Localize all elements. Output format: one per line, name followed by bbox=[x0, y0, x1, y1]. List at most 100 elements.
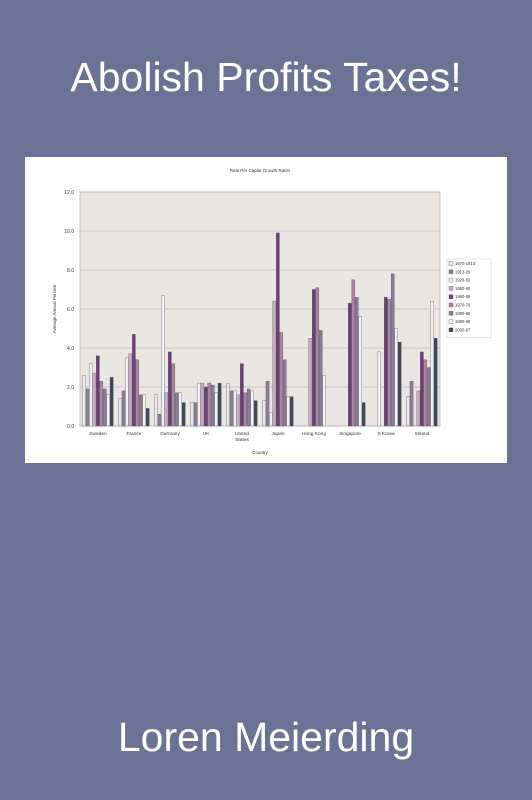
bar bbox=[178, 392, 182, 427]
bar bbox=[318, 330, 323, 427]
bar bbox=[358, 316, 362, 427]
bar bbox=[82, 375, 86, 427]
legend-swatch bbox=[448, 286, 454, 291]
bar bbox=[99, 380, 104, 427]
bar bbox=[397, 341, 402, 427]
bar bbox=[426, 367, 431, 427]
bar bbox=[132, 334, 136, 427]
bar bbox=[181, 402, 186, 427]
chart-title: Real Per Capita Growth Rates bbox=[230, 168, 291, 173]
x-tick-label: Japan bbox=[271, 431, 284, 437]
bar bbox=[135, 359, 140, 427]
bar bbox=[384, 297, 388, 427]
bar bbox=[351, 279, 356, 427]
bar bbox=[322, 375, 326, 427]
legend-swatch bbox=[448, 319, 454, 324]
bar bbox=[145, 408, 150, 427]
legend-label: 1970-79 bbox=[455, 303, 471, 308]
bar bbox=[312, 289, 316, 427]
x-tick-label: France bbox=[127, 431, 142, 437]
bar bbox=[236, 394, 241, 427]
legend-label: 1990-99 bbox=[455, 319, 471, 324]
bar bbox=[269, 412, 273, 427]
y-tick-label: 10.0 bbox=[64, 229, 74, 235]
bar bbox=[308, 338, 313, 427]
bar bbox=[243, 392, 248, 427]
bar bbox=[210, 384, 215, 427]
bar bbox=[204, 386, 208, 427]
bar bbox=[109, 377, 114, 427]
x-tick-label: Germany bbox=[160, 431, 180, 437]
y-tick-label: 6.0 bbox=[67, 307, 74, 313]
legend-swatch bbox=[448, 277, 454, 283]
bar bbox=[102, 388, 107, 427]
bar bbox=[89, 363, 93, 427]
bar bbox=[240, 363, 244, 427]
x-tick-label: Singapore bbox=[339, 431, 361, 437]
bar bbox=[193, 402, 198, 427]
y-tick-label: 8.0 bbox=[67, 268, 74, 274]
bar bbox=[250, 390, 254, 427]
bar bbox=[279, 332, 284, 427]
bar bbox=[85, 388, 90, 427]
x-tick-label: Ireland bbox=[415, 431, 430, 437]
bar bbox=[416, 390, 421, 427]
bar bbox=[409, 380, 414, 427]
legend-label: 1929-50 bbox=[455, 278, 471, 283]
legend-swatch bbox=[448, 261, 454, 266]
bar bbox=[164, 392, 169, 427]
legend-label: 2000-07 bbox=[455, 327, 471, 332]
y-tick-label: 2.0 bbox=[67, 385, 74, 391]
bar bbox=[142, 394, 146, 427]
bar bbox=[106, 394, 110, 427]
x-tick-label: Sweden bbox=[89, 431, 107, 437]
legend-label: 1913-29 bbox=[455, 269, 471, 274]
legend-swatch bbox=[448, 327, 454, 333]
bar bbox=[265, 380, 270, 427]
bar bbox=[348, 302, 352, 427]
x-tick-label-line2: States bbox=[235, 437, 249, 443]
bar bbox=[433, 338, 438, 427]
legend-label: 1950-60 bbox=[455, 286, 471, 291]
author-name: Loren Meierding bbox=[117, 714, 415, 760]
bar bbox=[125, 357, 129, 427]
bar bbox=[154, 394, 158, 427]
bar bbox=[92, 373, 97, 427]
bar bbox=[157, 414, 162, 427]
bar bbox=[286, 396, 290, 427]
bar bbox=[253, 400, 258, 427]
bar bbox=[282, 359, 287, 427]
bar bbox=[217, 382, 222, 427]
bar bbox=[361, 402, 366, 427]
legend-swatch bbox=[448, 311, 454, 316]
bar bbox=[207, 382, 212, 427]
x-tick-label: S Korea bbox=[377, 431, 395, 437]
bar bbox=[377, 351, 381, 427]
bar bbox=[161, 295, 165, 427]
bar bbox=[128, 353, 133, 427]
bar bbox=[174, 392, 179, 427]
growth-rates-chart: 0.0 2.0 4.0 6.0 8.0 10.0 12.0 Real Per Capita G… bbox=[52, 168, 492, 455]
bar bbox=[200, 382, 205, 427]
y-tick-label: 4.0 bbox=[67, 346, 74, 352]
bar bbox=[121, 390, 126, 427]
y-tick-label: 12.0 bbox=[64, 190, 74, 196]
bar bbox=[272, 301, 277, 427]
legend-swatch bbox=[448, 302, 454, 308]
bar bbox=[197, 382, 201, 427]
bar bbox=[423, 359, 428, 427]
bar bbox=[354, 297, 359, 427]
x-axis-label: Country bbox=[252, 450, 269, 455]
bar bbox=[190, 402, 194, 427]
x-tick-label: Hong Kong bbox=[302, 431, 326, 437]
bar bbox=[406, 396, 410, 427]
legend-label: 1870-1913 bbox=[455, 261, 476, 266]
bar bbox=[229, 390, 234, 427]
bar bbox=[96, 355, 100, 427]
bar bbox=[118, 398, 122, 427]
y-axis-label: Average Annual Percent bbox=[52, 284, 57, 333]
bar bbox=[226, 382, 230, 427]
bar bbox=[430, 301, 434, 427]
bar bbox=[420, 351, 424, 427]
bar bbox=[138, 394, 143, 427]
